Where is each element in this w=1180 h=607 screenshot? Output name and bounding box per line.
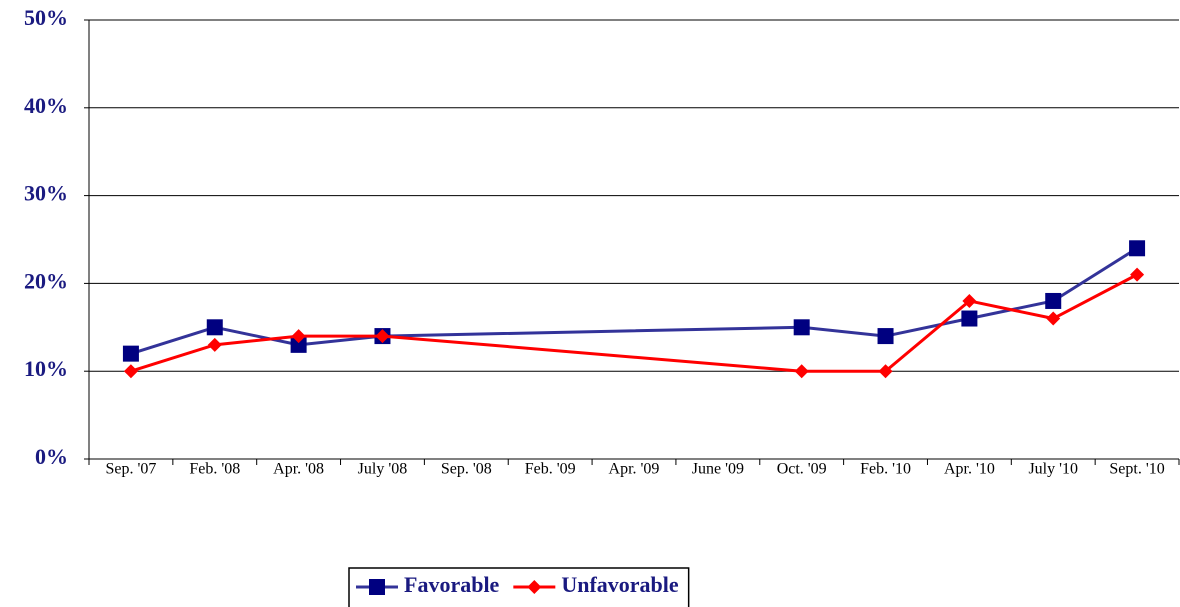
y-tick-label: 10% xyxy=(24,356,68,381)
legend-label: Unfavorable xyxy=(561,572,679,597)
marker xyxy=(369,579,385,595)
y-tick-label: 20% xyxy=(24,268,68,293)
x-tick-label: Apr. '08 xyxy=(273,461,324,478)
marker xyxy=(961,310,978,327)
x-tick-label: Sep. '08 xyxy=(441,461,492,478)
marker xyxy=(1130,267,1145,282)
x-tick-label: Sept. '10 xyxy=(1109,461,1164,478)
marker xyxy=(123,364,138,379)
marker xyxy=(291,329,306,344)
marker xyxy=(962,293,977,308)
legend-label: Favorable xyxy=(404,572,500,597)
x-tick-label: Apr. '09 xyxy=(609,461,660,478)
y-tick-label: 30% xyxy=(24,181,68,206)
series-line xyxy=(130,273,1138,373)
legend: Favorable Unfavorable xyxy=(348,567,690,607)
marker xyxy=(1045,292,1062,309)
y-tick-label: 0% xyxy=(35,444,68,469)
marker xyxy=(794,364,809,379)
marker xyxy=(290,336,307,353)
x-tick-label: June '09 xyxy=(692,461,744,478)
x-tick-label: July '10 xyxy=(1028,461,1078,478)
y-tick-label: 40% xyxy=(24,93,68,118)
x-tick-label: Oct. '09 xyxy=(777,461,827,478)
x-tick-label: Sep. '07 xyxy=(105,461,156,478)
marker xyxy=(206,319,223,336)
marker xyxy=(527,580,542,594)
marker xyxy=(878,364,893,379)
marker xyxy=(793,319,810,336)
marker xyxy=(375,329,390,344)
x-tick-label: Feb. '09 xyxy=(525,461,576,478)
y-tick-label: 50% xyxy=(24,5,68,30)
marker xyxy=(122,345,139,362)
x-tick-label: July '08 xyxy=(358,461,408,478)
marker xyxy=(877,328,894,345)
x-tick-label: Apr. '10 xyxy=(944,461,995,478)
marker xyxy=(1129,240,1146,257)
marker xyxy=(1046,311,1061,326)
x-tick-label: Feb. '08 xyxy=(189,461,240,478)
x-tick-label: Feb. '10 xyxy=(860,461,911,478)
marker xyxy=(207,337,222,352)
